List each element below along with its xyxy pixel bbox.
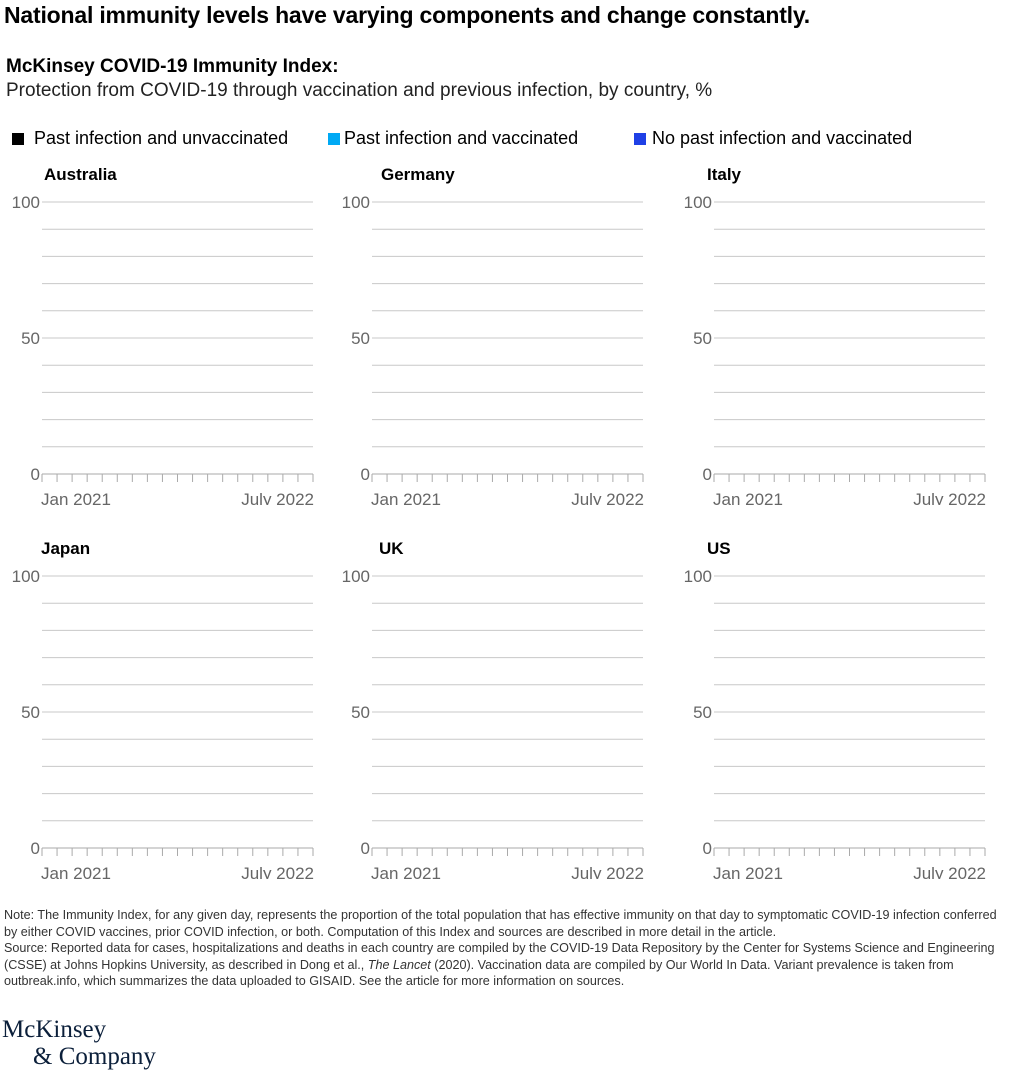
panel-title: Germany xyxy=(381,165,455,184)
x-tick-label: July 2022 xyxy=(571,490,644,505)
y-tick-label: 100 xyxy=(342,193,370,212)
panel-title: Japan xyxy=(41,539,91,558)
chart-title: McKinsey COVID-19 Immunity Index: xyxy=(6,56,339,77)
panel-australia: Australia 100 50 0 Jan 2021 July 2022 xyxy=(0,165,320,505)
x-tick-label: Jan 2021 xyxy=(41,490,111,505)
x-tick-label: Jan 2021 xyxy=(713,490,783,505)
source-text: Source: Reported data for cases, hospita… xyxy=(4,941,995,972)
panel-uk: UK 100 50 0 Jan 2021 July 2022 xyxy=(330,539,650,879)
panel-title: Italy xyxy=(707,165,742,184)
panel-japan: Japan 100 50 0 Jan 2021 July 2022 xyxy=(0,539,320,879)
headline: National immunity levels have varying co… xyxy=(4,2,810,28)
logo-line2: & Company xyxy=(33,1043,156,1070)
y-tick-label: 50 xyxy=(693,329,712,348)
y-tick-label: 100 xyxy=(12,193,40,212)
y-tick-label: 100 xyxy=(684,193,712,212)
y-tick-label: 0 xyxy=(703,839,712,858)
x-tick-label: Jan 2021 xyxy=(41,864,111,879)
panel-title: Australia xyxy=(44,165,117,184)
panel-title: UK xyxy=(379,539,404,558)
y-tick-label: 0 xyxy=(361,465,370,484)
panel-us: US 100 50 0 Jan 2021 July 2022 xyxy=(672,539,992,879)
legend-item: Past infection and unvaccinated xyxy=(12,128,288,149)
y-tick-label: 50 xyxy=(21,703,40,722)
y-tick-label: 50 xyxy=(693,703,712,722)
legend-item: Past infection and vaccinated xyxy=(328,128,578,149)
x-tick-label: July 2022 xyxy=(913,490,986,505)
panel-germany: Germany 100 50 0 Jan 2021 July 2022 xyxy=(330,165,650,505)
legend-swatch xyxy=(328,132,340,145)
x-tick-label: July 2022 xyxy=(913,864,986,879)
source-journal: The Lancet xyxy=(367,957,431,972)
legend-label: Past infection and unvaccinated xyxy=(34,128,289,148)
panel-title: US xyxy=(707,539,731,558)
x-tick-label: Jan 2021 xyxy=(371,864,441,879)
note-text: Note: The Immunity Index, for any given … xyxy=(4,908,997,939)
y-tick-label: 100 xyxy=(342,567,370,586)
logo-line1: McKinsey xyxy=(2,1016,107,1043)
y-tick-label: 0 xyxy=(703,465,712,484)
x-tick-label: July 2022 xyxy=(241,864,314,879)
x-tick-label: Jan 2021 xyxy=(371,490,441,505)
y-tick-label: 0 xyxy=(361,839,370,858)
mckinsey-logo: McKinsey & Company xyxy=(2,1016,156,1070)
y-tick-label: 50 xyxy=(351,329,370,348)
panel-italy: Italy 100 50 0 Jan 2021 July 2022 xyxy=(672,165,992,505)
legend-item: No past infection and vaccinated xyxy=(634,128,912,149)
y-tick-label: 100 xyxy=(684,567,712,586)
y-tick-label: 100 xyxy=(12,567,40,586)
y-tick-label: 0 xyxy=(31,465,40,484)
legend-swatch xyxy=(12,132,24,145)
legend-label: Past infection and vaccinated xyxy=(344,128,579,148)
chart-subtitle: Protection from COVID-19 through vaccina… xyxy=(6,80,713,101)
legend-label: No past infection and vaccinated xyxy=(652,128,913,148)
x-tick-label: July 2022 xyxy=(571,864,644,879)
y-tick-label: 50 xyxy=(351,703,370,722)
x-tick-label: July 2022 xyxy=(241,490,314,505)
y-tick-label: 0 xyxy=(31,839,40,858)
y-tick-label: 50 xyxy=(21,329,40,348)
x-tick-label: Jan 2021 xyxy=(713,864,783,879)
legend-swatch xyxy=(634,132,646,145)
source-text-cont: (2020). Vaccination data are compiled by… xyxy=(4,957,954,989)
footnote: Note: The Immunity Index, for any given … xyxy=(4,907,1009,990)
